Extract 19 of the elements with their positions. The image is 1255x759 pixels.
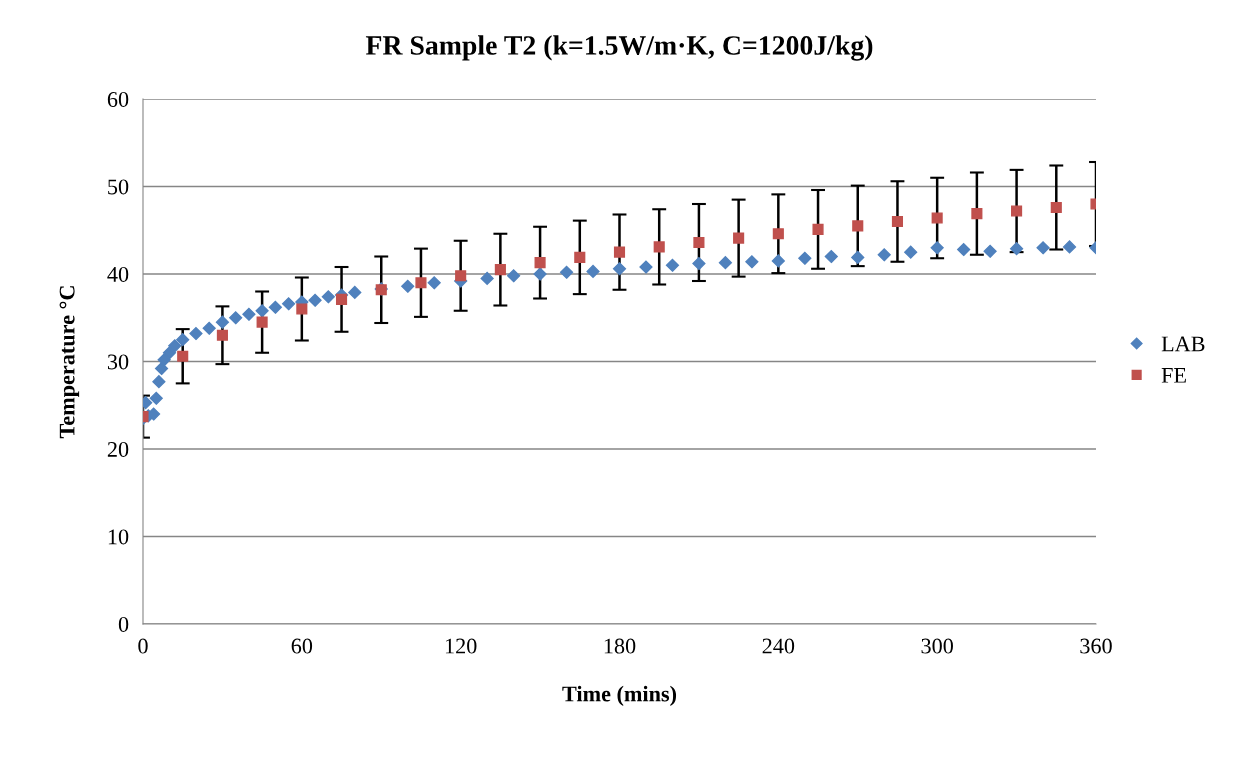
x-axis-title: Time (mins) [562,685,677,706]
x-tick-label: 360 [1080,638,1112,654]
x-tick-label: 180 [604,638,636,654]
x-tick-label: 240 [762,638,795,654]
y-tick-label: 30 [107,354,129,370]
y-tick-label: 40 [107,266,129,282]
x-tick-label: 120 [445,638,477,654]
chart-title: FR Sample T2 (k=1.5W/m·K, C=1200J/kg) [365,35,873,61]
y-axis-title: Temperature °C [59,286,80,439]
legend-label: FE [1161,368,1186,383]
y-tick-label: 60 [107,91,129,107]
legend-label: LAB [1161,336,1205,352]
x-tick-label: 300 [921,638,953,654]
y-tick-label: 20 [107,441,129,457]
y-tick-label: 10 [108,529,129,545]
y-tick-label: 50 [108,179,129,195]
x-tick-label: 0 [138,638,148,654]
x-tick-label: 60 [291,638,313,654]
y-tick-label: 0 [118,616,129,632]
